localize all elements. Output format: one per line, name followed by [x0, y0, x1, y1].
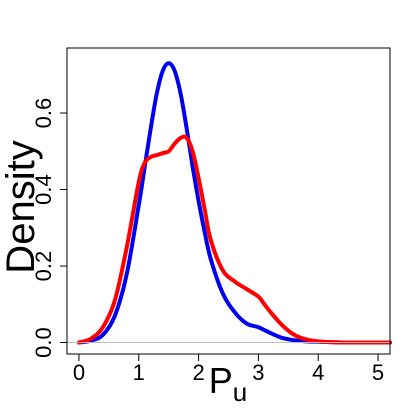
x-tick-label: 2: [192, 360, 204, 385]
y-tick-label: 0.0: [31, 327, 56, 358]
x-tick-label: 4: [312, 360, 324, 385]
x-axis-title-subscript: u: [233, 377, 247, 407]
density-curve-2: [76, 134, 392, 345]
curves-layer: [76, 61, 392, 345]
y-axis: 0.0 0.2 0.4 0.6: [31, 98, 67, 358]
x-tick-label: 0: [73, 360, 85, 385]
y-tick-label: 0.4: [31, 174, 56, 205]
x-axis-title-main: P: [209, 360, 233, 401]
density-curve-1: [76, 61, 392, 345]
x-axis: 0 1 2 3 4 5: [73, 354, 384, 385]
x-tick-label: 3: [252, 360, 264, 385]
y-tick-label: 0.6: [31, 98, 56, 129]
plot-area-border: [66, 47, 391, 355]
x-tick-label: 1: [133, 360, 145, 385]
y-tick-label: 0.2: [31, 251, 56, 282]
x-tick-label: 5: [372, 360, 384, 385]
x-axis-title: Pu: [209, 360, 247, 407]
y-axis-title: Density: [0, 140, 43, 273]
